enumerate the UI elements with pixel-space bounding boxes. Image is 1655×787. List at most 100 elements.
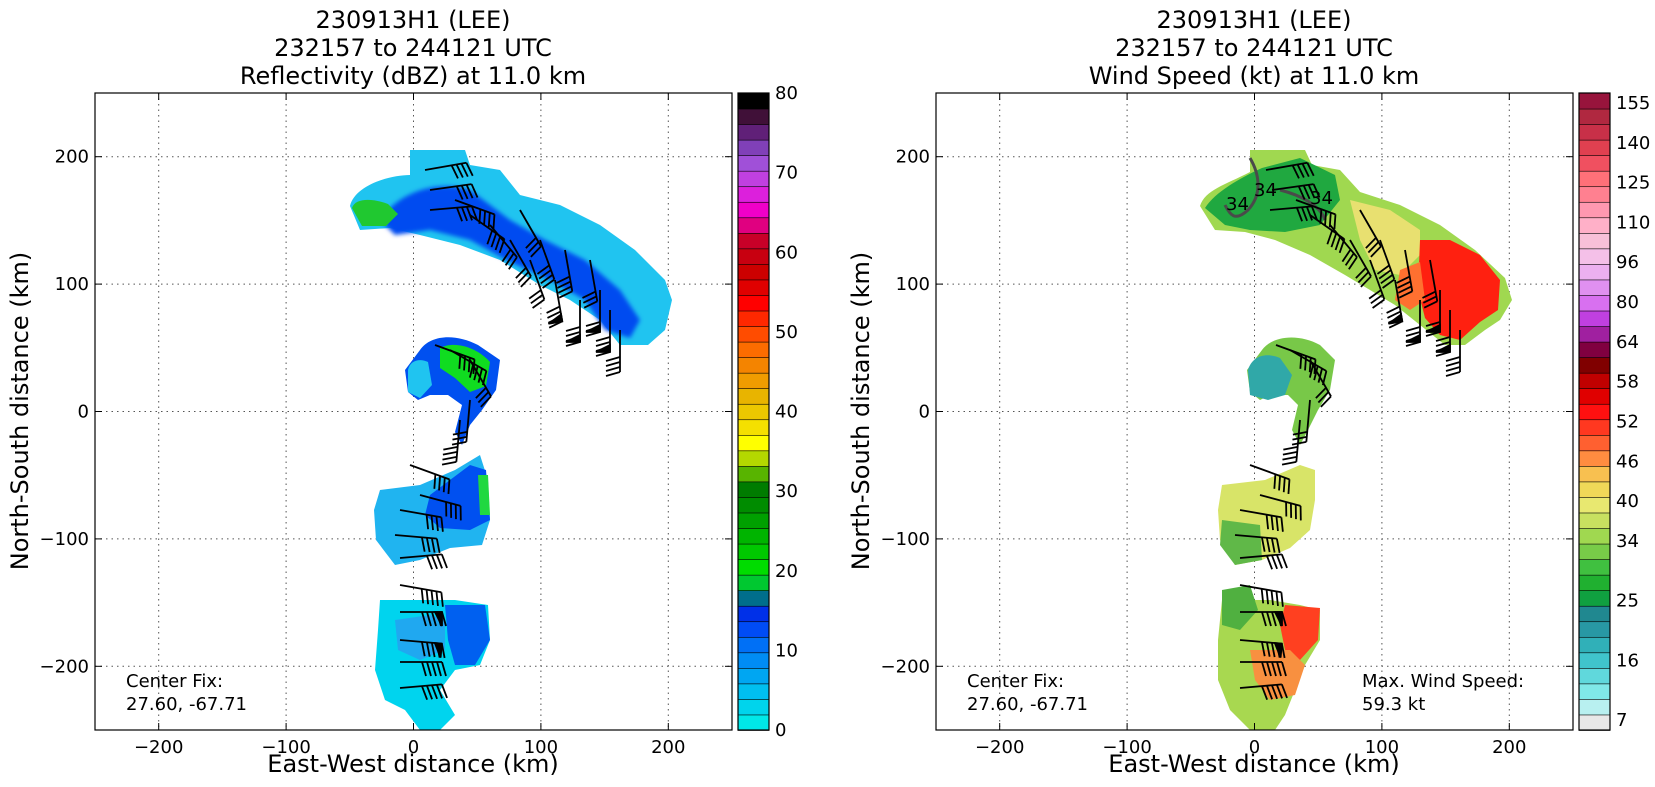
wind-barb-feather xyxy=(1306,206,1313,221)
wind-barb-feather xyxy=(477,368,483,383)
right-wind-eyewall-teal xyxy=(1248,355,1292,400)
wind-barb-shaft xyxy=(1269,205,1312,211)
wind-barb-feather xyxy=(451,440,467,446)
wind-barb-feather xyxy=(483,210,486,226)
left-center-fix-value: 27.60, -67.71 xyxy=(126,694,247,715)
left-echo-eyewall-cyan xyxy=(408,360,432,398)
left-wind-barbs xyxy=(394,161,621,701)
colorbar-swatch xyxy=(1578,450,1611,467)
wind-barb-feather xyxy=(1276,684,1283,699)
wind-barb-feather xyxy=(1312,183,1321,198)
wind-barb-feather xyxy=(1271,684,1278,700)
colorbar-swatch xyxy=(1578,294,1611,312)
wind-barb-shaft xyxy=(1239,683,1282,689)
wind-barb-feather xyxy=(1278,475,1281,491)
colorbar-swatch xyxy=(1578,683,1611,700)
left-y-axis-label: North-South distance (km) xyxy=(6,252,34,571)
wind-barb-feather xyxy=(1445,356,1461,362)
wind-barb-feather xyxy=(430,538,436,553)
wind-barb-feather xyxy=(1423,300,1438,309)
wind-barb-feather xyxy=(1445,366,1461,372)
wind-barb-feather xyxy=(1378,269,1392,280)
wind-barb-feather xyxy=(1280,592,1284,607)
colorbar-swatch xyxy=(1578,139,1611,156)
wind-barb-feather xyxy=(508,256,518,270)
colorbar-swatch xyxy=(737,605,770,623)
wind-barb-feather xyxy=(520,275,532,288)
right-wind-barbs xyxy=(1234,161,1461,701)
wind-barb-feather xyxy=(492,214,496,229)
colorbar-swatch xyxy=(1578,620,1611,638)
wind-barb-feather xyxy=(556,275,571,284)
wind-barb-feather xyxy=(436,661,442,677)
wind-barb-feather xyxy=(1271,611,1277,627)
wind-barb-feather xyxy=(515,267,527,279)
wind-barb-flag xyxy=(1405,333,1421,343)
colorbar-swatch xyxy=(1578,356,1611,374)
colorbar-swatch xyxy=(1578,636,1611,654)
wind-barb-feather xyxy=(1297,185,1306,200)
wind-barb-flag xyxy=(433,611,443,627)
y-tick-label: −200 xyxy=(40,656,89,677)
wind-barb-shaft xyxy=(509,239,532,277)
wind-barb-feather xyxy=(1266,661,1272,677)
wind-barb-feather xyxy=(438,475,441,491)
wind-barb-feather xyxy=(1422,290,1436,299)
wind-barb-feather xyxy=(435,591,439,607)
colorbar-tick-label: 40 xyxy=(775,402,798,423)
wind-barb-feather xyxy=(1281,460,1297,466)
colorbar-swatch xyxy=(737,450,770,467)
wind-barb-feather xyxy=(585,321,601,327)
wind-barb-feather xyxy=(494,235,502,251)
wind-barb-feather xyxy=(465,162,474,177)
wind-barb-feather xyxy=(455,164,464,178)
colorbar-swatch xyxy=(737,589,770,607)
colorbar-swatch xyxy=(1578,605,1611,623)
wind-barb-feather xyxy=(1261,641,1266,657)
wind-barb-feather xyxy=(1380,274,1394,285)
wind-barb-shaft xyxy=(1295,199,1336,216)
wind-barb-feather xyxy=(1344,252,1355,266)
wind-barb-feather xyxy=(442,455,457,461)
colorbar-swatch xyxy=(737,185,770,203)
wind-barb-feather xyxy=(1445,361,1461,367)
wind-barb-feather xyxy=(431,684,438,700)
colorbar-swatch xyxy=(737,216,770,234)
wind-barb-feather xyxy=(480,395,492,408)
right-wind-north-orange xyxy=(1395,262,1425,310)
colorbar-tick-label: 34 xyxy=(1616,531,1639,552)
wind-barb-shaft xyxy=(455,419,461,462)
wind-barb-feather xyxy=(465,184,474,199)
wind-barb-shaft xyxy=(449,349,487,372)
colorbar-tick-label: 50 xyxy=(775,322,798,343)
colorbar-swatch xyxy=(1578,185,1611,203)
wind-barb-feather xyxy=(1370,245,1382,258)
wind-barb-feather xyxy=(470,206,478,221)
wind-barb-feather xyxy=(425,537,431,553)
wind-barb-feather xyxy=(1271,661,1277,677)
wind-barb-feather xyxy=(1367,241,1380,254)
x-tick-label: −200 xyxy=(975,737,1024,758)
wind-barb-shaft xyxy=(429,183,472,191)
colorbar-swatch xyxy=(737,248,770,265)
wind-barb-feather xyxy=(431,554,438,570)
wind-barb-feather xyxy=(1280,684,1288,699)
wind-barb-shaft xyxy=(424,161,467,171)
x-tick-label: 0 xyxy=(1249,737,1260,758)
wind-barb-feather xyxy=(1287,479,1291,494)
colorbar-tick-label: 125 xyxy=(1616,173,1650,194)
wind-barb-feather xyxy=(466,206,473,221)
right-wind-middle-green xyxy=(1220,520,1262,565)
wind-barb-feather xyxy=(421,537,426,552)
colorbar-tick-label: 155 xyxy=(1616,93,1650,114)
wind-barb-feather xyxy=(1445,371,1461,377)
colorbar-swatch xyxy=(737,403,770,421)
wind-barb-feather xyxy=(1266,611,1272,627)
wind-barb-feather xyxy=(557,285,572,294)
left-colorbar: 0 10 20 30 40 50 60 70 80 xyxy=(737,83,798,741)
right-title-line2: 232157 to 244121 UTC xyxy=(1115,34,1393,62)
wind-barb-feather xyxy=(421,685,428,701)
wind-barb-feather xyxy=(443,446,458,451)
colorbar-swatch xyxy=(1578,543,1611,560)
